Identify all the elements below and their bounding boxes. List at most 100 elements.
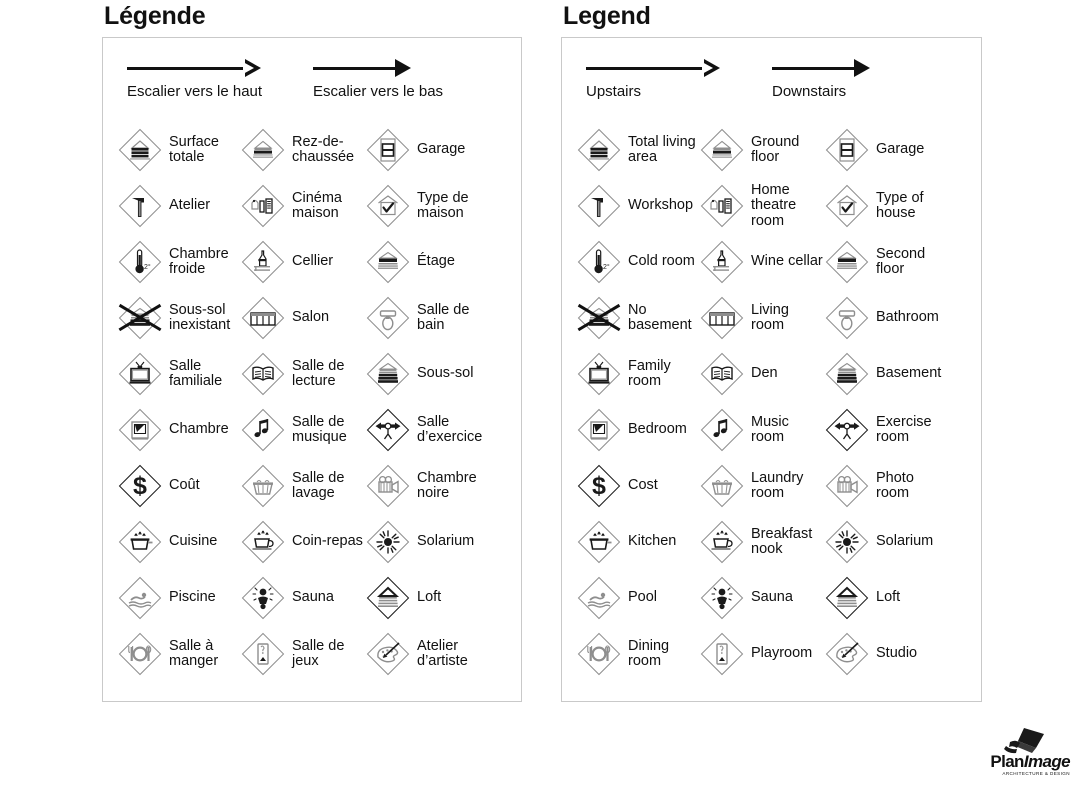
legend-item[interactable]: Cinéma maison [240,178,365,234]
stairs-arrow-row: Escalier vers le haut Escalier vers le ba… [103,38,521,114]
music-room-note-icon [240,407,286,453]
legend-item[interactable]: Salle de lavage [240,458,365,514]
arrow-down-stairs-icon [772,56,872,82]
legend-item[interactable]: Salle de jeux [240,626,365,682]
logo-word-plan: Plan [990,752,1024,771]
legend-item-label: Coin-repas [292,533,363,550]
legend-item[interactable]: $ Cost [576,458,701,514]
legend-item[interactable]: Ground floor [699,122,824,178]
legend-item[interactable]: Loft [365,570,490,626]
legend-item[interactable]: Pool [576,570,701,626]
legend-item[interactable]: Étage [365,234,490,290]
planimage-logo: PlanImage ARCHITECTURE & DESIGN [966,726,1071,777]
legend-item-label: No basement [628,301,692,333]
bedroom-bed-icon [117,407,163,453]
legend-item-label: Bathroom [876,309,939,326]
legend-item[interactable]: Playroom [699,626,824,682]
workshop-hammer-icon [117,183,163,229]
legend-item-label: Photo room [876,469,914,501]
legend-item[interactable]: Cuisine [117,514,242,570]
type-of-house-icon [365,183,411,229]
legend-item-label: Playroom [751,645,813,662]
legend-item[interactable]: Breakfast nook [699,514,824,570]
legend-item[interactable]: Home theatre room [699,178,824,234]
legend-item[interactable]: Sauna [699,570,824,626]
legend-item[interactable]: Garage [365,122,490,178]
studio-palette-icon [365,631,411,677]
stairs-arrow-item: Downstairs [772,56,872,100]
legend-item[interactable]: Exercise room [824,402,949,458]
legend-item[interactable]: Kitchen [576,514,701,570]
legend-item[interactable]: Workshop [576,178,701,234]
arrow-head [395,59,411,77]
legend-item[interactable]: Salle d’exercice [365,402,490,458]
legend-item-label: Étage [417,253,455,270]
home-theatre-icon [240,183,286,229]
arrow-down-stairs-icon [313,56,413,82]
legend-item[interactable]: Salon [240,290,365,346]
legend-item[interactable]: Bathroom [824,290,949,346]
cross-out-mark [576,295,622,341]
legend-item[interactable]: Sous-sol [365,346,490,402]
legend-item[interactable]: Cellier [240,234,365,290]
stairs-arrow-item: Upstairs [586,56,722,100]
legend-item-label: Music room [751,413,789,445]
legend-item[interactable]: Solarium [365,514,490,570]
legend-item[interactable]: Salle de musique [240,402,365,458]
legend-item[interactable]: Atelier d’artiste [365,626,490,682]
pool-swimmer-icon [117,575,163,621]
total-living-area-icon [576,127,622,173]
legend-item[interactable]: Chambre [117,402,242,458]
legend-item[interactable]: Sous-sol inexistant [117,290,242,346]
bedroom-bed-icon [576,407,622,453]
legend-item[interactable]: Salle familiale [117,346,242,402]
legend-item-label: Salle familiale [169,357,223,389]
legend-item[interactable]: Family room [576,346,701,402]
legend-item[interactable]: Type de maison [365,178,490,234]
photo-room-camera-icon [365,463,411,509]
legend-item[interactable]: $ Coût [117,458,242,514]
arrow-up-stairs-icon [586,56,722,82]
legend-item-label: Chambre [169,421,229,438]
legend-item[interactable]: Salle à manger [117,626,242,682]
breakfast-nook-cup-icon [699,519,745,565]
legend-item-label: Cuisine [169,533,218,550]
legend-item[interactable]: Den [699,346,824,402]
cold-room-thermometer-icon: 2° [576,239,622,285]
arrow-head [702,59,720,77]
legend-item[interactable]: Type of house [824,178,949,234]
legend-item[interactable]: Piscine [117,570,242,626]
legend-item[interactable]: Total living area [576,122,701,178]
legend-item[interactable]: Music room [699,402,824,458]
legend-item-label: Sous-sol inexistant [169,301,231,333]
legend-item[interactable]: Basement [824,346,949,402]
legend-item[interactable]: Wine cellar [699,234,824,290]
total-living-area-icon [117,127,163,173]
legend-item[interactable]: Laundry room [699,458,824,514]
legend-item[interactable]: Garage [824,122,949,178]
legend-item[interactable]: Salle de bain [365,290,490,346]
legend-item[interactable]: Dining room [576,626,701,682]
legend-item[interactable]: 2° Chambre froide [117,234,242,290]
legend-item[interactable]: Photo room [824,458,949,514]
legend-item[interactable]: Second floor [824,234,949,290]
den-book-icon [699,351,745,397]
legend-item[interactable]: 2° Cold room [576,234,701,290]
legend-item[interactable]: Salle de lecture [240,346,365,402]
legend-item[interactable]: Atelier [117,178,242,234]
legend-item-label: Wine cellar [751,253,823,270]
legend-item[interactable]: Chambre noire [365,458,490,514]
garage-icon [824,127,870,173]
legend-item[interactable]: Rez-de-chaussée [240,122,365,178]
legend-item[interactable]: Loft [824,570,949,626]
legend-item[interactable]: Studio [824,626,949,682]
legend-item[interactable]: Sauna [240,570,365,626]
legend-item[interactable]: Solarium [824,514,949,570]
legend-item-label: Sauna [751,589,793,606]
legend-item[interactable]: Surface totale [117,122,242,178]
type-of-house-icon [824,183,870,229]
legend-item[interactable]: Living room [699,290,824,346]
legend-item[interactable]: Bedroom [576,402,701,458]
legend-item[interactable]: No basement [576,290,701,346]
legend-item[interactable]: Coin-repas [240,514,365,570]
